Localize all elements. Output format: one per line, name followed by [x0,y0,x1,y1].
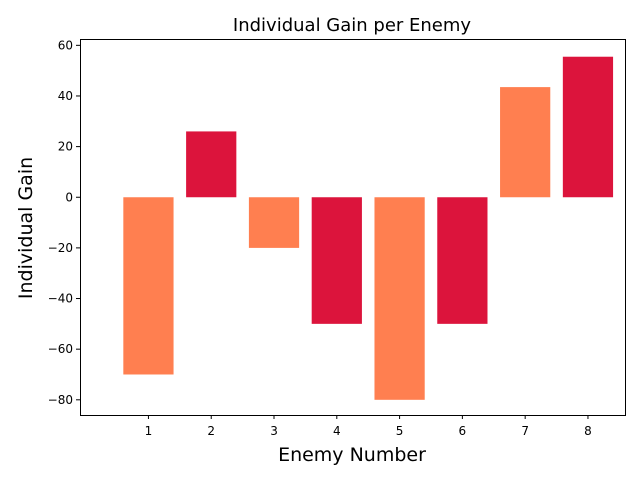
bar-enemy-7 [500,87,551,198]
bar-enemy-1 [123,197,174,375]
y-tick-label: 40 [58,89,73,103]
x-tick-label: 5 [396,424,404,438]
y-tick-label: −40 [48,292,73,306]
bars-group [123,56,614,400]
x-tick-label: 7 [521,424,529,438]
y-axis-label: Individual Gain [15,157,37,299]
bar-enemy-3 [248,197,300,248]
y-tick-label: −60 [48,342,73,356]
x-tick-label: 1 [145,424,153,438]
plot-frame [80,39,626,416]
bar-enemy-4 [311,197,362,324]
y-axis-ticks: −80 −60 −40 −20 0 20 40 60 [48,38,80,407]
y-tick-label: 0 [65,190,73,204]
bar-enemy-5 [374,197,425,400]
y-tick-label: −80 [48,393,73,407]
bar-enemy-8 [562,56,614,198]
x-axis-ticks: 1 2 3 4 5 6 7 8 [145,415,592,438]
y-tick-label: 60 [58,38,73,52]
x-axis-label: Enemy Number [278,444,426,466]
x-tick-label: 8 [584,424,592,438]
x-tick-label: 3 [270,424,278,438]
y-tick-label: 20 [58,140,73,154]
x-tick-label: 2 [207,424,215,438]
bar-enemy-2 [186,131,237,198]
chart-title: Individual Gain per Enemy [233,15,472,36]
x-tick-label: 4 [333,424,341,438]
bar-enemy-6 [437,197,488,324]
x-tick-label: 6 [459,424,467,438]
y-tick-label: −20 [48,241,73,255]
